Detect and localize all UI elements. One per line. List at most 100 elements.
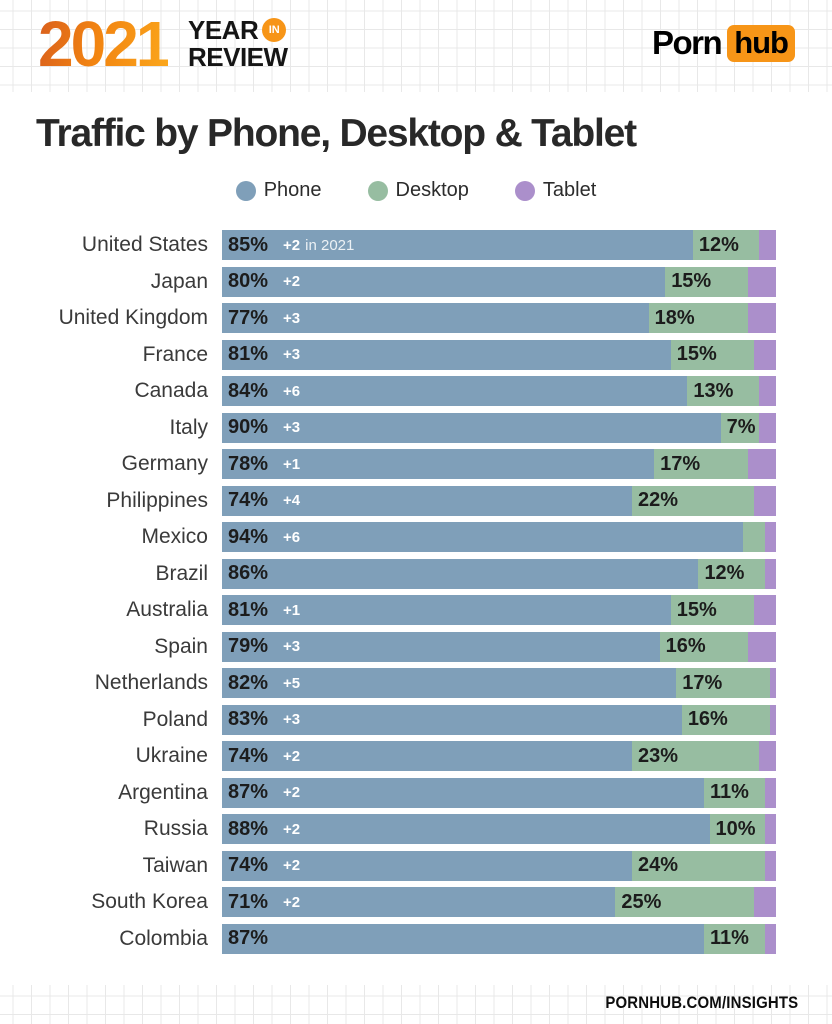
tablet-segment bbox=[770, 668, 776, 699]
phone-percent-label: 74% bbox=[228, 744, 269, 767]
chart-row: Italy 90% +3 7% bbox=[0, 410, 790, 447]
tablet-legend-dot-icon bbox=[514, 180, 535, 201]
desktop-percent-label: 24% bbox=[637, 854, 678, 877]
tablet-segment bbox=[764, 558, 776, 589]
phone-percent-label: 85% bbox=[228, 233, 269, 256]
desktop-segment: 16% bbox=[659, 631, 749, 662]
tablet-segment bbox=[753, 339, 776, 370]
phone-segment: 81% +1 bbox=[222, 595, 671, 626]
year-in-review-logo: YEAR IN REVIEW bbox=[188, 17, 288, 70]
in-badge-icon: IN bbox=[262, 18, 287, 43]
phone-change-label: +3 bbox=[283, 638, 301, 656]
chart-row: Ukraine 74% +2 23% bbox=[0, 738, 790, 775]
phone-segment: 74% +4 bbox=[222, 485, 632, 516]
country-label: Germany bbox=[121, 452, 208, 476]
year-in-review-line2: REVIEW bbox=[188, 41, 288, 72]
stacked-bar-chart: United States 85% +2 in 2021 12% Japan 80% +2 15… bbox=[0, 227, 790, 957]
phone-change-label: +1 bbox=[283, 455, 301, 473]
stacked-bar: 87% 11% bbox=[222, 923, 776, 954]
phone-segment: 84% +6 bbox=[222, 376, 688, 407]
country-label: Australia bbox=[126, 598, 208, 622]
phone-segment: 88% +2 bbox=[222, 814, 710, 845]
phone-change-label: +2 bbox=[283, 236, 301, 254]
phone-segment: 79% +3 bbox=[222, 631, 660, 662]
tablet-segment bbox=[748, 449, 776, 480]
country-label: Spain bbox=[154, 634, 208, 658]
stacked-bar: 82% +5 17% bbox=[222, 668, 776, 699]
chart-row: Argentina 87% +2 11% bbox=[0, 775, 790, 812]
stacked-bar: 81% +3 15% bbox=[222, 339, 776, 370]
stacked-bar: 74% +2 23% bbox=[222, 741, 776, 772]
stacked-bar: 74% +2 24% bbox=[222, 850, 776, 881]
desktop-segment bbox=[742, 522, 765, 553]
stacked-bar: 88% +2 10% bbox=[222, 814, 776, 845]
desktop-segment: 11% bbox=[703, 777, 765, 808]
chart-row: Spain 79% +3 16% bbox=[0, 629, 790, 666]
desktop-segment: 18% bbox=[648, 303, 749, 334]
phone-segment: 71% +2 bbox=[222, 887, 616, 918]
country-label: Ukraine bbox=[135, 744, 208, 768]
stacked-bar: 78% +1 17% bbox=[222, 449, 776, 480]
chart-row: Canada 84% +6 13% bbox=[0, 373, 790, 410]
chart-row: Germany 78% +1 17% bbox=[0, 446, 790, 483]
chart-row: Brazil 86% 12% bbox=[0, 556, 790, 593]
country-label: Argentina bbox=[118, 780, 208, 804]
phone-change-label: +3 bbox=[283, 419, 301, 437]
phone-percent-label: 88% bbox=[228, 817, 269, 840]
chart-row: Philippines 74% +4 22% bbox=[0, 483, 790, 520]
tablet-segment bbox=[759, 230, 776, 261]
phone-change-label: +2 bbox=[283, 747, 301, 765]
legend-item-tablet: Tablet bbox=[514, 179, 596, 202]
phone-percent-label: 94% bbox=[228, 525, 269, 548]
phone-change-label: +1 bbox=[283, 601, 301, 619]
country-label: Colombia bbox=[119, 926, 208, 950]
country-label: Mexico bbox=[141, 525, 208, 549]
desktop-segment: 23% bbox=[631, 741, 760, 772]
stacked-bar: 74% +4 22% bbox=[222, 485, 776, 516]
phone-change-label: +3 bbox=[283, 346, 301, 364]
chart-row: Japan 80% +2 15% bbox=[0, 264, 790, 301]
phone-segment: 77% +3 bbox=[222, 303, 649, 334]
phone-percent-label: 90% bbox=[228, 416, 269, 439]
phone-percent-label: 87% bbox=[228, 781, 269, 804]
desktop-segment: 17% bbox=[676, 668, 771, 699]
tablet-segment bbox=[753, 595, 776, 626]
country-label: Canada bbox=[134, 379, 208, 403]
phone-change-label: +6 bbox=[283, 382, 301, 400]
desktop-percent-label: 17% bbox=[660, 452, 701, 475]
year-in-review-line1: YEAR bbox=[188, 15, 259, 45]
country-label: Taiwan bbox=[142, 853, 208, 877]
stacked-bar: 80% +2 15% bbox=[222, 266, 776, 297]
desktop-percent-label: 16% bbox=[687, 708, 728, 731]
country-label: Netherlands bbox=[94, 671, 208, 695]
country-label: United States bbox=[81, 233, 208, 257]
phone-percent-label: 84% bbox=[228, 379, 269, 402]
desktop-percent-label: 17% bbox=[682, 671, 723, 694]
phone-percent-label: 79% bbox=[228, 635, 269, 658]
desktop-legend-dot-icon bbox=[367, 180, 388, 201]
desktop-segment: 22% bbox=[631, 485, 754, 516]
tablet-segment bbox=[764, 522, 776, 553]
country-label: Brazil bbox=[155, 561, 208, 585]
phone-percent-label: 78% bbox=[228, 452, 269, 475]
tablet-segment bbox=[753, 485, 776, 516]
phone-percent-label: 86% bbox=[228, 562, 269, 585]
stacked-bar: 87% +2 11% bbox=[222, 777, 776, 808]
phone-segment: 80% +2 bbox=[222, 266, 666, 297]
tablet-segment bbox=[759, 412, 776, 443]
stacked-bar: 77% +3 18% bbox=[222, 303, 776, 334]
grid-texture-top: 2021 YEAR IN REVIEW Porn hub bbox=[0, 0, 832, 92]
desktop-percent-label: 11% bbox=[709, 781, 749, 804]
desktop-segment: 15% bbox=[670, 595, 754, 626]
phone-change-label: +3 bbox=[283, 711, 301, 729]
tablet-segment bbox=[748, 631, 776, 662]
desktop-segment: 15% bbox=[665, 266, 749, 297]
phone-segment: 87% bbox=[222, 923, 704, 954]
country-label: Poland bbox=[142, 707, 208, 731]
year-2021-logo: 2021 bbox=[38, 8, 171, 80]
desktop-percent-label: 10% bbox=[715, 817, 756, 840]
desktop-percent-label: 15% bbox=[676, 598, 717, 621]
phone-percent-label: 87% bbox=[228, 927, 269, 950]
phone-change-label: +2 bbox=[283, 820, 301, 838]
chart-row: Australia 81% +1 15% bbox=[0, 592, 790, 629]
